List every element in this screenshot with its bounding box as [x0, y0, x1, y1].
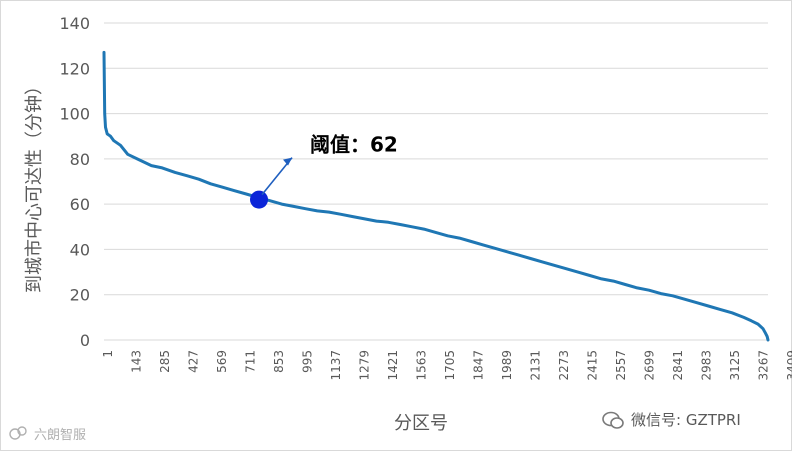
- watermark-wechat-id: 微信号: GZTPRI: [631, 411, 741, 429]
- x-tick-label: 285: [158, 350, 172, 373]
- y-axis-ticks: 0 20 40 60 80 100 120 140: [59, 14, 90, 350]
- x-tick-label: 1563: [415, 350, 429, 381]
- x-tick-label: 995: [301, 350, 315, 373]
- x-tick-label: 1421: [386, 350, 400, 381]
- x-tick-label: 853: [272, 350, 286, 373]
- x-tick-label: 3267: [757, 350, 771, 381]
- x-tick-label: 2983: [700, 350, 714, 381]
- y-tick-label: 120: [59, 59, 90, 78]
- weibo-icon: [9, 426, 27, 440]
- gridlines: [104, 22, 768, 341]
- threshold-arrow-head: [283, 157, 293, 166]
- x-tick-label: 1847: [472, 350, 486, 381]
- y-tick-label: 100: [59, 105, 90, 124]
- y-tick-label: 20: [70, 286, 90, 305]
- x-tick-label: 427: [187, 350, 201, 373]
- y-tick-label: 0: [80, 331, 90, 350]
- annotation-layer: 阈值：62: [250, 133, 398, 209]
- x-tick-label: 2273: [557, 350, 571, 381]
- y-tick-label: 80: [70, 150, 90, 169]
- x-tick-label: 3409: [785, 350, 792, 381]
- watermark-source: 六朗智服: [34, 428, 86, 443]
- x-tick-label: 1: [101, 350, 115, 358]
- x-tick-label: 2841: [671, 350, 685, 381]
- x-tick-label: 1705: [443, 350, 457, 381]
- wechat-icon: [602, 411, 624, 429]
- x-tick-label: 2699: [643, 350, 657, 381]
- watermark-right: 微信号: GZTPRI: [602, 411, 741, 429]
- watermark-left: 六朗智服: [9, 426, 86, 443]
- x-tick-label: 2131: [529, 350, 543, 381]
- y-tick-label: 40: [70, 240, 90, 259]
- y-tick-label: 60: [70, 195, 90, 214]
- x-tick-label: 569: [215, 350, 229, 373]
- y-axis-title: 到城市中心可达性（分钟）: [24, 77, 45, 293]
- x-tick-label: 3125: [728, 350, 742, 381]
- x-tick-label: 1989: [500, 350, 514, 381]
- x-axis-ticks: 1 143 285 427 569 711 853 995 1137 1279 1421 1563 17…: [101, 350, 792, 381]
- x-tick-label: 1279: [358, 350, 372, 381]
- x-tick-label: 2415: [586, 350, 600, 381]
- x-tick-label: 1137: [329, 350, 343, 381]
- series-line-0: [102, 50, 770, 342]
- y-tick-label: 140: [59, 14, 90, 33]
- threshold-label: 阈值：62: [310, 133, 398, 157]
- x-tick-label: 143: [130, 350, 144, 373]
- x-axis-title: 分区号: [394, 413, 448, 434]
- threshold-marker: [250, 190, 269, 209]
- x-tick-label: 2557: [614, 350, 628, 381]
- x-tick-label: 711: [244, 350, 258, 373]
- series-layer: [102, 50, 770, 342]
